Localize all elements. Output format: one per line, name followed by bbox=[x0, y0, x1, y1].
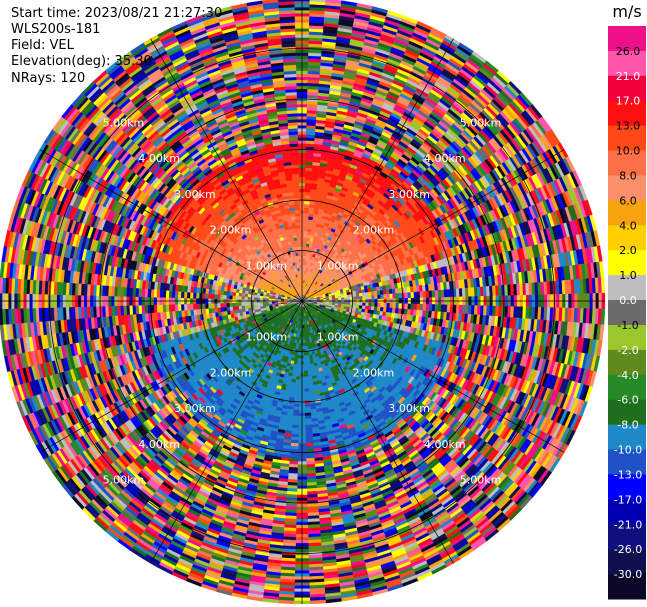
radar-gates bbox=[0, 0, 606, 605]
